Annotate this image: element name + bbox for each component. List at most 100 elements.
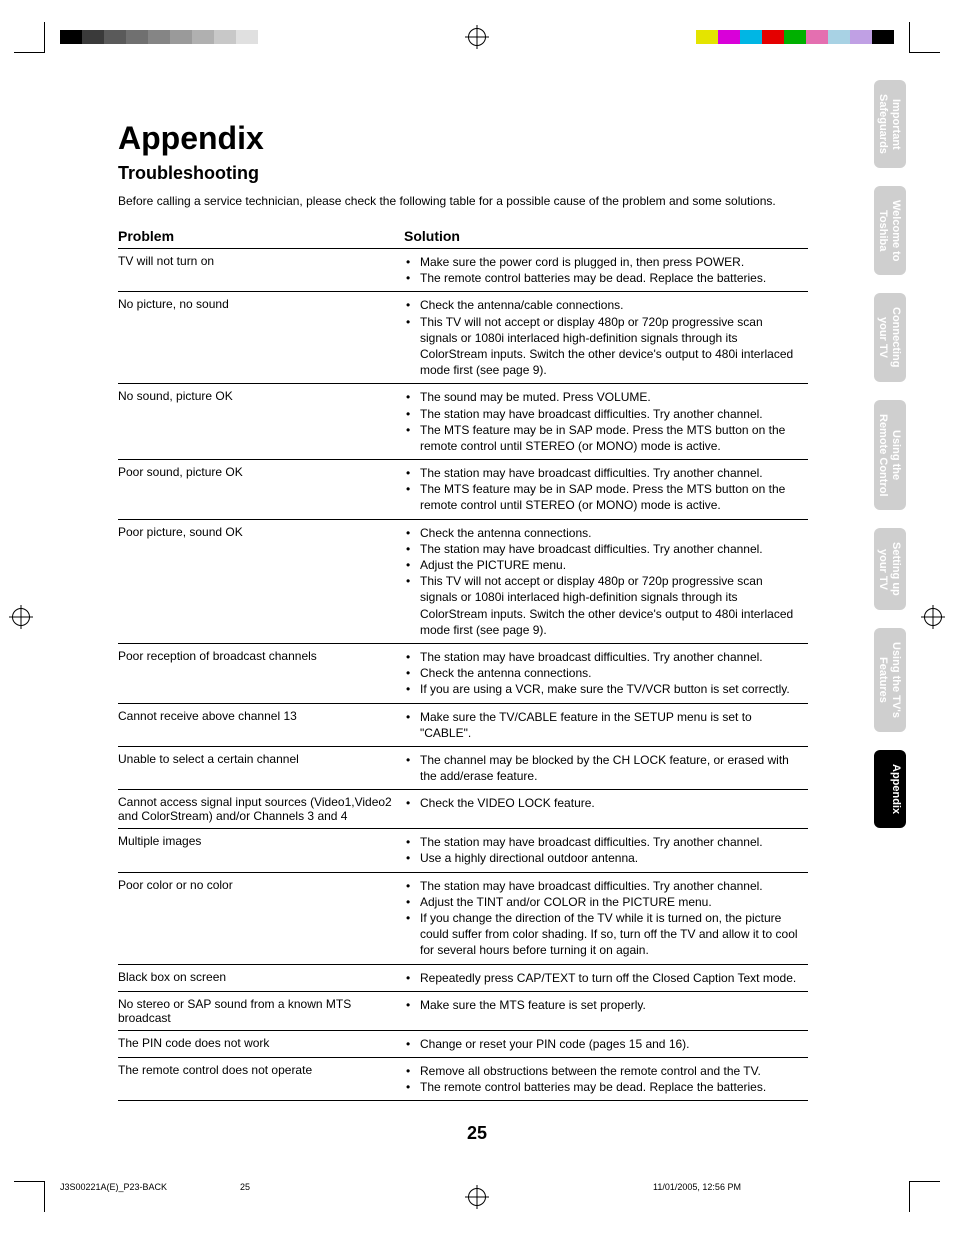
footer-date: 11/01/2005, 12:56 PM xyxy=(500,1182,894,1192)
swatch xyxy=(82,30,104,44)
solution-item: The station may have broadcast difficult… xyxy=(418,465,802,481)
section-tab: Appendix xyxy=(874,750,906,828)
solution-item: The channel may be blocked by the CH LOC… xyxy=(418,752,802,784)
solution-item: The station may have broadcast difficult… xyxy=(418,878,802,894)
swatch xyxy=(718,30,740,44)
swatch xyxy=(850,30,872,44)
section-tab: Welcome to Toshiba xyxy=(874,186,906,276)
solution-item: The MTS feature may be in SAP mode. Pres… xyxy=(418,481,802,513)
solution-item: If you change the direction of the TV wh… xyxy=(418,910,802,959)
solution-item: Make sure the TV/CABLE feature in the SE… xyxy=(418,709,802,741)
table-row: Unable to select a certain channel The ch… xyxy=(118,746,808,789)
solution-item: Make sure the power cord is plugged in, … xyxy=(418,254,802,270)
table-row: The remote control does not operateRemov… xyxy=(118,1057,808,1100)
solution-cell: Repeatedly press CAP/TEXT to turn off th… xyxy=(404,964,808,991)
solution-cell: Check the antenna/cable connections.This… xyxy=(404,292,808,384)
solution-item: Check the antenna connections. xyxy=(418,665,802,681)
crop-mark xyxy=(14,1181,45,1212)
table-row: No stereo or SAP sound from a known MTS … xyxy=(118,991,808,1030)
solution-item: Remove all obstructions between the remo… xyxy=(418,1063,802,1079)
solution-item: The sound may be muted. Press VOLUME. xyxy=(418,389,802,405)
page-title: Appendix xyxy=(118,120,808,157)
swatch xyxy=(828,30,850,44)
color-bar-left xyxy=(60,30,280,44)
page-content: Appendix Troubleshooting Before calling … xyxy=(118,120,808,1101)
solution-cell: Make sure the MTS feature is set properl… xyxy=(404,991,808,1030)
table-row: No picture, no soundCheck the antenna/ca… xyxy=(118,292,808,384)
solution-item: Check the VIDEO LOCK feature. xyxy=(418,795,802,811)
table-row: Multiple images The station may have broa… xyxy=(118,829,808,872)
swatch xyxy=(740,30,762,44)
problem-cell: Unable to select a certain channel xyxy=(118,746,404,789)
problem-cell: Black box on screen xyxy=(118,964,404,991)
footer-page: 25 xyxy=(240,1182,500,1192)
solution-cell: Check the VIDEO LOCK feature. xyxy=(404,790,808,829)
table-row: Cannot access signal input sources (Vide… xyxy=(118,790,808,829)
problem-cell: Poor reception of broadcast channels xyxy=(118,643,404,703)
swatch xyxy=(148,30,170,44)
problem-cell: The PIN code does not work xyxy=(118,1030,404,1057)
section-tab: Important Safeguards xyxy=(874,80,906,168)
solution-item: This TV will not accept or display 480p … xyxy=(418,573,802,638)
solution-cell: The sound may be muted. Press VOLUME.The… xyxy=(404,384,808,460)
problem-cell: Cannot access signal input sources (Vide… xyxy=(118,790,404,829)
registration-mark-icon xyxy=(12,608,30,626)
solution-item: The MTS feature may be in SAP mode. Pres… xyxy=(418,422,802,454)
swatch xyxy=(236,30,258,44)
swatch xyxy=(60,30,82,44)
problem-cell: No sound, picture OK xyxy=(118,384,404,460)
swatch xyxy=(674,30,696,44)
swatch xyxy=(696,30,718,44)
crop-mark xyxy=(909,1181,940,1212)
table-row: No sound, picture OKThe sound may be mut… xyxy=(118,384,808,460)
problem-cell: No picture, no sound xyxy=(118,292,404,384)
table-row: Poor reception of broadcast channels The … xyxy=(118,643,808,703)
problem-cell: Poor color or no color xyxy=(118,872,404,964)
problem-cell: Multiple images xyxy=(118,829,404,872)
solution-item: Check the antenna/cable connections. xyxy=(418,297,802,313)
col-header-solution: Solution xyxy=(404,224,808,249)
solution-cell: The channel may be blocked by the CH LOC… xyxy=(404,746,808,789)
problem-cell: No stereo or SAP sound from a known MTS … xyxy=(118,991,404,1030)
table-row: TV will not turn on Make sure the power c… xyxy=(118,249,808,292)
solution-cell: Remove all obstructions between the remo… xyxy=(404,1057,808,1100)
crop-mark xyxy=(14,22,45,53)
solution-cell: The station may have broadcast difficult… xyxy=(404,460,808,520)
solution-cell: Check the antenna connections.The statio… xyxy=(404,519,808,643)
solution-cell: Make sure the power cord is plugged in, … xyxy=(404,249,808,292)
page-subtitle: Troubleshooting xyxy=(118,163,808,184)
swatch xyxy=(806,30,828,44)
solution-item: If you are using a VCR, make sure the TV… xyxy=(418,681,802,697)
page-number: 25 xyxy=(467,1123,487,1144)
solution-item: The station may have broadcast difficult… xyxy=(418,541,802,557)
solution-item: The remote control batteries may be dead… xyxy=(418,1079,802,1095)
table-row: Poor picture, sound OKCheck the antenna … xyxy=(118,519,808,643)
solution-item: The station may have broadcast difficult… xyxy=(418,406,802,422)
swatch xyxy=(258,30,280,44)
solution-item: Adjust the PICTURE menu. xyxy=(418,557,802,573)
table-row: The PIN code does not work Change or rese… xyxy=(118,1030,808,1057)
section-tab: Using the Remote Control xyxy=(874,400,906,511)
table-row: Poor color or no color The station may ha… xyxy=(118,872,808,964)
color-bar-right xyxy=(674,30,894,44)
table-row: Poor sound, picture OK The station may ha… xyxy=(118,460,808,520)
swatch xyxy=(170,30,192,44)
solution-item: This TV will not accept or display 480p … xyxy=(418,314,802,379)
solution-cell: The station may have broadcast difficult… xyxy=(404,643,808,703)
solution-item: The remote control batteries may be dead… xyxy=(418,270,802,286)
solution-cell: The station may have broadcast difficult… xyxy=(404,829,808,872)
table-row: Cannot receive above channel 13Make sure… xyxy=(118,703,808,746)
swatch xyxy=(214,30,236,44)
section-tabs: Important SafeguardsWelcome to ToshibaCo… xyxy=(874,80,906,828)
swatch xyxy=(872,30,894,44)
problem-cell: Poor picture, sound OK xyxy=(118,519,404,643)
problem-cell: TV will not turn on xyxy=(118,249,404,292)
swatch xyxy=(762,30,784,44)
solution-item: The station may have broadcast difficult… xyxy=(418,834,802,850)
solution-item: Change or reset your PIN code (pages 15 … xyxy=(418,1036,802,1052)
solution-item: The station may have broadcast difficult… xyxy=(418,649,802,665)
crop-mark xyxy=(909,22,940,53)
footer: J3S00221A(E)_P23-BACK 25 11/01/2005, 12:… xyxy=(60,1182,894,1192)
troubleshooting-table: Problem Solution TV will not turn onMake… xyxy=(118,224,808,1101)
problem-cell: Poor sound, picture OK xyxy=(118,460,404,520)
